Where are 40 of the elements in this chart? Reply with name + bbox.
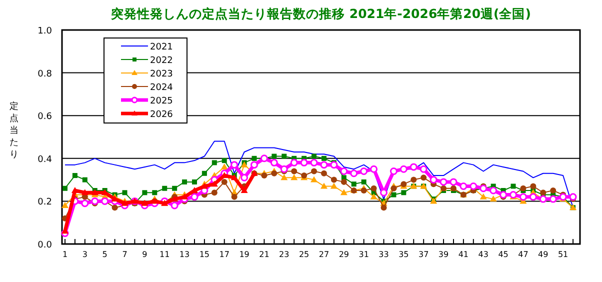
x-tick-label: 25	[298, 250, 310, 259]
y-tick-label: 0.8	[38, 69, 52, 80]
legend-label: 2026	[150, 110, 174, 120]
x-tick-label: 39	[438, 250, 449, 259]
x-tick-label: 7	[122, 250, 128, 259]
x-tick-label: 5	[102, 250, 108, 259]
x-tick-label: 41	[458, 250, 469, 259]
x-tick-label: 31	[358, 250, 369, 259]
x-tick-label: 29	[338, 250, 350, 259]
x-tick-label: 35	[398, 250, 409, 259]
x-tick-label: 19	[239, 250, 250, 259]
x-tick-label: 33	[378, 250, 389, 259]
x-tick-label: 17	[219, 250, 230, 259]
x-tick-label: 51	[558, 250, 568, 259]
x-tick-label: 27	[318, 250, 330, 259]
legend-label: 2024	[150, 83, 174, 93]
x-tick-label: 13	[179, 250, 190, 259]
x-tick-label: 43	[478, 250, 488, 259]
y-axis-title: 定点当たり	[10, 101, 18, 160]
x-tick-label: 1	[62, 250, 68, 259]
x-tick-label: 9	[142, 250, 148, 259]
y-tick-label: 0.6	[38, 112, 52, 122]
y-tick-label: 0.2	[38, 198, 52, 208]
x-tick-label: 49	[538, 250, 548, 259]
y-tick-label: 1.0	[38, 26, 52, 36]
y-tick-label: 0.4	[38, 154, 52, 165]
x-tick-label: 37	[418, 250, 429, 259]
x-tick-label: 11	[160, 250, 170, 259]
x-tick-label: 15	[199, 250, 210, 259]
x-tick-label: 21	[259, 250, 270, 259]
x-tick-label: 3	[82, 250, 88, 259]
legend-label: 2022	[150, 56, 173, 66]
x-tick-label: 45	[498, 250, 508, 259]
legend-label: 2023	[150, 70, 173, 80]
x-tick-label: 47	[518, 250, 528, 259]
y-tick-label: 0.0	[38, 240, 52, 250]
legend-label: 2025	[150, 96, 173, 106]
chart-title: 突発性発しんの定点当たり報告数の推移 2021年-2026年第20週(全国)	[110, 6, 531, 21]
x-tick-label: 23	[279, 250, 290, 259]
legend-label: 2021	[150, 42, 173, 52]
